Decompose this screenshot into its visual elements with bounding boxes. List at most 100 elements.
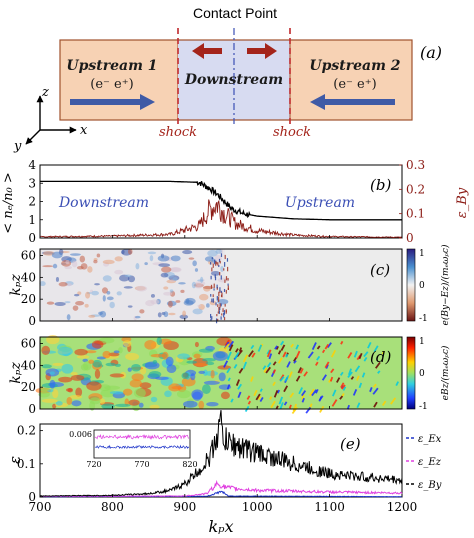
panel-d-stripe (321, 374, 327, 381)
inset-xtick-0: 720 (86, 460, 101, 469)
panel-c-blob (101, 287, 108, 294)
panel-c-shock-stripe (223, 317, 226, 321)
panel-d-blob (201, 384, 211, 395)
panel-d-blob (193, 353, 201, 359)
panel-d-blob (159, 338, 172, 345)
panel-c-shock-stripe (218, 264, 220, 268)
panel-c-shock-stripe (216, 314, 218, 317)
panel-d-stripe (288, 371, 293, 379)
axis-y-label: y (13, 139, 22, 154)
panel-c-shock-stripe (214, 274, 216, 278)
panel-c-shock-stripe (216, 296, 218, 301)
panel-b: Downstream Upstream (b) 0 1 2 3 4 0 0.1 0.2 0.3… (1, 158, 470, 245)
panel-d-stripe (341, 384, 346, 390)
panel-c-shock-stripe (218, 310, 220, 314)
panel-d-blob (52, 362, 64, 366)
panel-c-shock-stripe (225, 289, 227, 294)
panel-c-blob (66, 283, 72, 287)
panel-c-shock-stripe (223, 288, 226, 293)
panel-c-blob (160, 272, 169, 278)
panel-d-blob (114, 363, 121, 367)
panel-c-blob (220, 266, 224, 272)
panel-d-stripe (316, 355, 321, 361)
panel-c-shock-stripe (220, 253, 223, 257)
panel-e-ytick-1: 0.1 (17, 457, 36, 471)
panel-d-blob (190, 373, 196, 381)
panel-b-label: (b) (370, 176, 391, 194)
panel-e-label: (e) (340, 435, 361, 453)
panel-d-blob (138, 402, 144, 408)
panel-d-stripe (238, 367, 244, 374)
panel-c-shock-stripe (212, 294, 214, 298)
panel-d-blob (131, 363, 142, 372)
panel-d-stripe (301, 397, 305, 403)
panel-c-blob (163, 291, 173, 296)
panel-c-blob (180, 289, 185, 293)
panel-c-blob (96, 253, 101, 258)
panel-d-stripe (255, 393, 261, 401)
panel-c-shock-stripe (227, 277, 229, 281)
panel-b-frame (39, 164, 403, 239)
panel-d-stripe (262, 365, 267, 370)
panel-c-blob (168, 267, 181, 272)
panel-d-stripe (286, 361, 291, 368)
panel-c-blob (144, 262, 148, 266)
panel-d-stripe (223, 360, 229, 368)
panel-c-shock-stripe (213, 288, 215, 291)
panel-c-shock-stripe (211, 316, 213, 320)
panel-d-stripe (318, 396, 323, 402)
panel-d-blob (202, 357, 216, 362)
panel-d-ytick-1: 20 (21, 380, 36, 394)
panel-c-shock-stripe (212, 263, 214, 268)
legend-label-ez: ε_Ez (418, 457, 442, 468)
panel-d-stripe (273, 389, 279, 398)
panel-d-stripe (226, 367, 231, 374)
panel-c-blob (102, 295, 106, 302)
panel-d-stripe (251, 352, 256, 358)
panel-d-blob (76, 355, 90, 359)
panel-c-blob (106, 296, 114, 301)
panel-c-shock-stripe (220, 290, 223, 293)
panel-c-blob (116, 291, 122, 296)
panel-b-ytick-left-0: 0 (28, 231, 36, 245)
panel-d-stripe (295, 375, 301, 382)
panel-e: (e) 0 0.1 0.2 ε 0.006 720 770 820 ε_Ex ε_E… (6, 410, 442, 504)
panel-b-yticks-right: 0 0.1 0.2 0.3 (399, 158, 425, 245)
panel-e-series-1 (39, 479, 403, 498)
panel-c-blob (150, 294, 155, 298)
panel-d-stripe (339, 371, 344, 376)
panel-e-ytick-2: 0.2 (17, 424, 36, 438)
panel-b-ylabel-left: < nₑ/n₀ > (1, 172, 16, 233)
panel-d-blob (109, 391, 124, 395)
panel-d-stripe (307, 351, 314, 359)
panel-c-blob (172, 277, 178, 281)
panel-d-stripe (284, 375, 290, 382)
panel-c-shock-stripe (225, 309, 227, 313)
panel-c-blob (55, 277, 60, 282)
panel-b-ytick-left-2: 2 (28, 195, 36, 209)
panel-c-blob (179, 314, 189, 320)
panel-d-stripe (390, 397, 397, 405)
panel-d-stripe (373, 401, 378, 408)
panel-c-cbar-tick-mid: 0 (419, 281, 425, 291)
panel-b-ylabel-right: ε_By (455, 187, 470, 218)
panel-d-stripe (272, 381, 276, 386)
panel-d-stripe (259, 396, 264, 403)
panel-c-blob (197, 279, 204, 282)
panel-d-stripe (277, 357, 283, 364)
panel-d-stripe (330, 368, 335, 374)
panel-d-stripe (311, 342, 317, 351)
panel-d-stripe (276, 389, 281, 394)
panel-b-ytick-right-2: 0.2 (406, 182, 425, 196)
panel-d-stripe (315, 388, 319, 394)
panel-d-stripe (250, 376, 254, 382)
panel-c-shock-stripe (210, 313, 212, 318)
panel-c-blob (147, 251, 157, 255)
panel-c-blob (93, 259, 98, 264)
panel-d-blob (92, 359, 102, 368)
panel-d-blob (61, 363, 74, 374)
panel-d-stripe (395, 381, 400, 387)
downstream-left-arrow (192, 43, 222, 59)
panel-b-ytick-left-1: 1 (28, 213, 36, 227)
